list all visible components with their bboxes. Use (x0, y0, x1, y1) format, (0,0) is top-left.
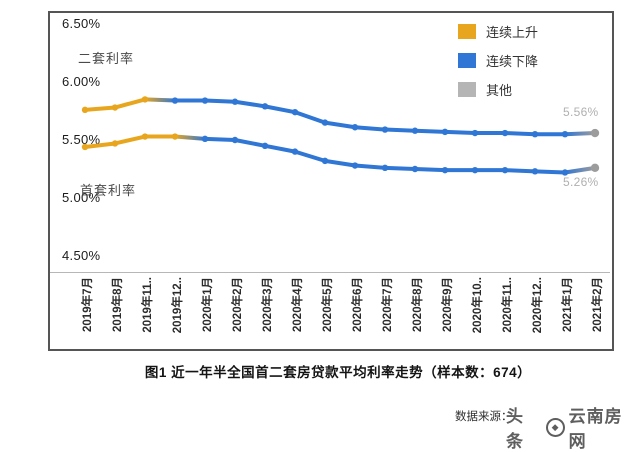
figure-caption: 图1 近一年半全国首二套房贷款平均利率走势（样本数：674） (144, 365, 532, 380)
x-tick-label: 2020年8月 (412, 277, 424, 332)
x-tick-label: 2020年6月 (352, 277, 364, 332)
second-home-end-value: 5.56% (563, 105, 599, 119)
x-tick-label: 2020年7月 (382, 277, 394, 332)
y-tick-label: 5.50% (62, 132, 101, 147)
x-tick-label: 2021年2月 (592, 277, 604, 332)
x-tick-label: 2020年1月 (202, 277, 214, 332)
legend: 连续上升 连续下降 其他 (458, 22, 538, 99)
chart-frame (48, 11, 614, 351)
rise-color-swatch (458, 24, 476, 39)
watermark-site-name: 云南房网 (568, 407, 623, 451)
watermark-logo-icon: ◆ (545, 417, 565, 437)
legend-item-decline: 连续下降 (458, 51, 538, 70)
x-tick-label: 2020年11.. (502, 277, 514, 333)
y-tick-label: 4.50% (62, 248, 101, 263)
x-tick-label: 2021年1月 (562, 277, 574, 332)
x-axis-line (50, 272, 610, 273)
x-tick-label: 2020年9月 (442, 277, 454, 332)
x-tick-label: 2019年7月 (82, 277, 94, 332)
legend-label-other: 其他 (486, 83, 513, 98)
y-tick-label: 5.00% (62, 190, 101, 205)
x-tick-label: 2020年3月 (262, 277, 274, 332)
legend-item-other: 其他 (458, 80, 538, 99)
x-tick-label: 2020年10.. (472, 277, 484, 334)
y-tick-label: 6.00% (62, 74, 101, 89)
other-color-swatch (458, 82, 476, 97)
chart-page: 6.50% 6.00% 5.50% 5.00% 4.50% 2019年7月 2019年8月… (0, 11, 640, 451)
watermark-prefix: 头条 (506, 407, 524, 451)
x-tick-label: 2019年12.. (172, 277, 184, 334)
first-home-series-label: 首套利率 (80, 183, 137, 198)
legend-label-rise: 连续上升 (486, 25, 539, 40)
x-tick-label: 2020年2月 (232, 277, 244, 332)
legend-item-rise: 连续上升 (458, 22, 538, 41)
source-row: 数据来源： 头条 ◆ 云南房网 (0, 402, 640, 451)
decline-color-swatch (458, 53, 476, 68)
x-tick-label: 2020年5月 (322, 277, 334, 332)
x-tick-label: 2020年4月 (292, 277, 304, 332)
first-home-end-value: 5.26% (563, 175, 599, 189)
data-source-label: 数据来源： (455, 411, 513, 423)
x-tick-label: 2019年11.. (142, 277, 154, 333)
watermark: 头条 ◆ 云南房网 (506, 402, 640, 452)
y-tick-label: 6.50% (62, 16, 101, 31)
x-tick-label: 2019年8月 (112, 277, 124, 332)
x-tick-label: 2020年12.. (532, 277, 544, 334)
second-home-series-label: 二套利率 (78, 51, 135, 66)
legend-label-decline: 连续下降 (486, 54, 539, 69)
